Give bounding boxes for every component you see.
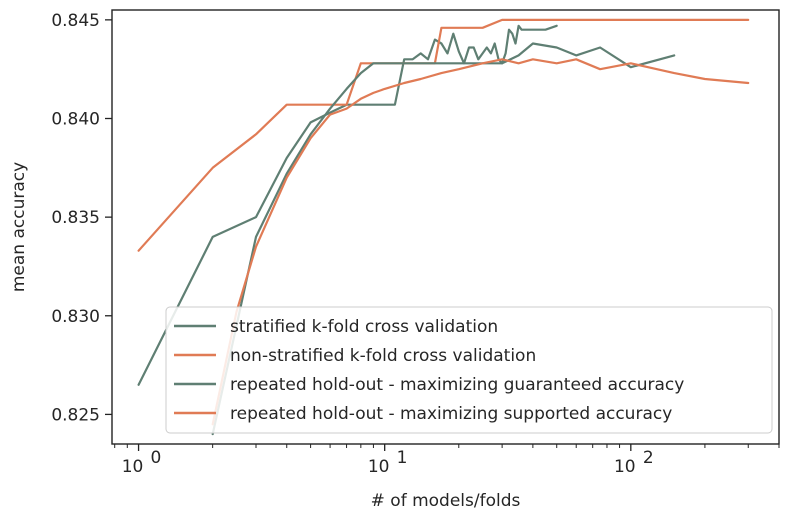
y-axis-label: mean accuracy: [9, 162, 29, 292]
series-line-4: [211, 58, 750, 426]
y-axis: 0.825 0.830 0.835 0.840 0.845: [51, 11, 112, 425]
axes-frame: [111, 9, 780, 445]
legend-box: [165, 306, 773, 434]
x-axis: 10 0 10 1 10 2: [114, 444, 780, 477]
x-tick-label: 10: [368, 457, 390, 477]
legend-label: repeated hold-out - maximizing supported…: [230, 404, 672, 424]
series-line-3: [211, 42, 676, 436]
x-tick-exponent: 1: [397, 448, 408, 468]
x-tick-label: 10: [614, 457, 636, 477]
series-layer: [137, 18, 750, 436]
series-line-2: [137, 18, 750, 252]
x-tick-exponent: 0: [151, 448, 162, 468]
x-tick-exponent: 2: [643, 448, 654, 468]
legend-label: repeated hold-out - maximizing guarantee…: [230, 375, 684, 395]
x-tick-label: 10: [122, 457, 144, 477]
y-tick-label: 0.835: [51, 208, 100, 228]
legend: stratified k-fold cross validation non-st…: [165, 306, 773, 434]
y-tick-label: 0.840: [51, 110, 100, 130]
y-tick-label: 0.830: [51, 307, 100, 327]
x-axis-label: # of models/folds: [371, 491, 521, 511]
legend-label: non-stratified k-fold cross validation: [230, 346, 536, 366]
legend-label: stratified k-fold cross validation: [230, 317, 498, 337]
y-tick-label: 0.845: [51, 11, 100, 31]
y-tick-label: 0.825: [51, 405, 100, 425]
